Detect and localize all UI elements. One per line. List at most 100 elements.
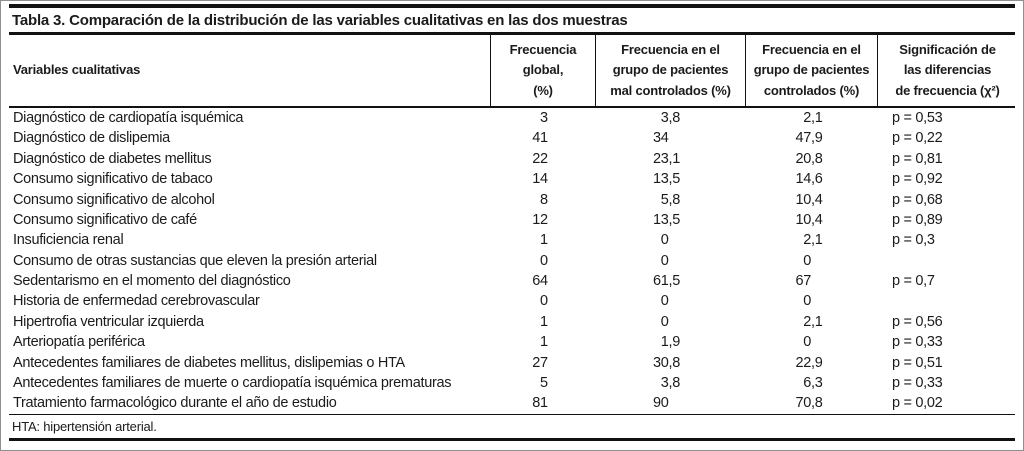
dec-part: ,1 [811, 313, 823, 330]
value-cell: 0 [490, 294, 595, 309]
value-cell: 2,1 [745, 111, 877, 126]
dec-part: ,8 [668, 109, 681, 126]
int-part: 81 [532, 395, 548, 412]
int-part: 22 [532, 150, 548, 167]
header-bottom-rule [9, 106, 1015, 108]
p-value: p = 0,22 [892, 130, 943, 147]
p-value: p = 0,7 [892, 273, 935, 290]
header-variables: Variables cualitativas [13, 62, 141, 78]
int-part: 0 [660, 293, 669, 310]
int-part: 41 [532, 130, 548, 147]
row-label: Tratamiento farmacológico durante el año… [13, 395, 337, 412]
dec-part: ,8 [668, 191, 681, 208]
title-top-rule [9, 4, 1015, 8]
p-value: p = 0,33 [892, 375, 943, 392]
dec-part [548, 233, 595, 248]
dec-part [548, 274, 595, 289]
int-part: 64 [532, 273, 548, 290]
dec-part [548, 172, 595, 187]
value-cell: 3,8 [595, 111, 745, 126]
value-cell: 90 [595, 396, 745, 411]
table-row: Antecedentes familiares de diabetes mell… [9, 353, 1015, 373]
dec-part: ,9 [668, 334, 681, 351]
row-label: Historia de enfermedad cerebrovascular [13, 293, 260, 310]
int-part: 70 [795, 395, 811, 412]
p-value: p = 0,53 [892, 109, 943, 126]
dec-part: ,1 [811, 232, 823, 249]
dec-part: ,9 [811, 130, 823, 147]
row-label: Diagnóstico de diabetes mellitus [13, 150, 212, 167]
p-value: p = 0,89 [892, 211, 943, 228]
dec-part [548, 111, 595, 126]
dec-part: ,3 [811, 375, 823, 392]
dec-part [548, 254, 595, 269]
p-value: p = 0,56 [892, 313, 943, 330]
int-part: 1 [539, 313, 548, 330]
dec-part [548, 294, 595, 309]
dec-part [669, 254, 746, 269]
dec-part: ,5 [668, 211, 681, 228]
p-value: p = 0,3 [892, 232, 935, 249]
value-cell: 1 [490, 335, 595, 350]
int-part: 0 [660, 252, 669, 269]
int-part: 22 [795, 354, 811, 371]
value-cell: 47,9 [745, 131, 877, 146]
value-cell: 1 [490, 315, 595, 330]
table-row: Diagnóstico de diabetes mellitus 22 23,1 20… [9, 149, 1015, 169]
value-cell: 1,9 [595, 335, 745, 350]
int-part: 1 [539, 232, 548, 249]
dec-part [669, 294, 746, 309]
dec-part [548, 356, 595, 371]
p-value: p = 0,02 [892, 395, 943, 412]
int-part: 13 [652, 171, 669, 188]
value-cell: 0 [490, 254, 595, 269]
row-label: Arteriopatía periférica [13, 334, 145, 351]
value-cell: 10,4 [745, 192, 877, 208]
int-part: 1 [660, 334, 669, 351]
int-part: 3 [539, 109, 548, 126]
value-cell: 22 [490, 152, 595, 167]
row-label: Consumo significativo de café [13, 211, 197, 228]
row-label: Diagnóstico de dislipemia [13, 130, 170, 147]
dec-part [811, 254, 877, 269]
header-global: Frecuencia global, (%) [490, 35, 595, 106]
value-cell: 2,1 [745, 233, 877, 248]
row-label: Antecedentes familiares de diabetes mell… [13, 354, 405, 371]
table-row: Sedentarismo en el momento del diagnósti… [9, 271, 1015, 291]
value-cell: 0 [595, 254, 745, 269]
dec-part: ,9 [811, 354, 823, 371]
dec-part: ,8 [811, 150, 823, 167]
int-part: 47 [795, 130, 811, 147]
row-label: Hipertrofia ventricular izquierda [13, 313, 204, 330]
value-cell: 3,8 [595, 376, 745, 391]
int-part: 0 [539, 293, 548, 310]
value-cell: 0 [745, 335, 877, 350]
value-cell: 22,9 [745, 356, 877, 371]
value-cell: 6,3 [745, 376, 877, 391]
p-value: p = 0,33 [892, 334, 943, 351]
int-part: 23 [652, 150, 669, 167]
int-part: 20 [795, 150, 811, 167]
table-row: Consumo significativo de alcohol 8 5,8 10,4… [9, 190, 1015, 210]
dec-part [548, 213, 595, 228]
table-row: Tratamiento farmacológico durante el año… [9, 393, 1015, 413]
dec-part: ,8 [668, 354, 681, 371]
int-part: 12 [532, 211, 548, 228]
p-value: p = 0,81 [892, 150, 943, 167]
dec-part [548, 193, 595, 208]
dec-part [548, 152, 595, 167]
dec-part [811, 274, 877, 289]
int-part: 90 [652, 395, 669, 412]
int-part: 0 [660, 313, 669, 330]
table-body: Diagnóstico de cardiopatía isquémica 3 3,8… [9, 108, 1015, 414]
int-part: 3 [660, 375, 669, 392]
value-cell: 0 [595, 315, 745, 330]
dec-part [548, 396, 595, 411]
dec-part: ,8 [811, 395, 823, 412]
int-part: 2 [803, 313, 811, 330]
dec-part: ,1 [668, 150, 681, 167]
dec-part: ,5 [668, 273, 681, 290]
dec-part [811, 335, 877, 350]
value-cell: 41 [490, 131, 595, 146]
